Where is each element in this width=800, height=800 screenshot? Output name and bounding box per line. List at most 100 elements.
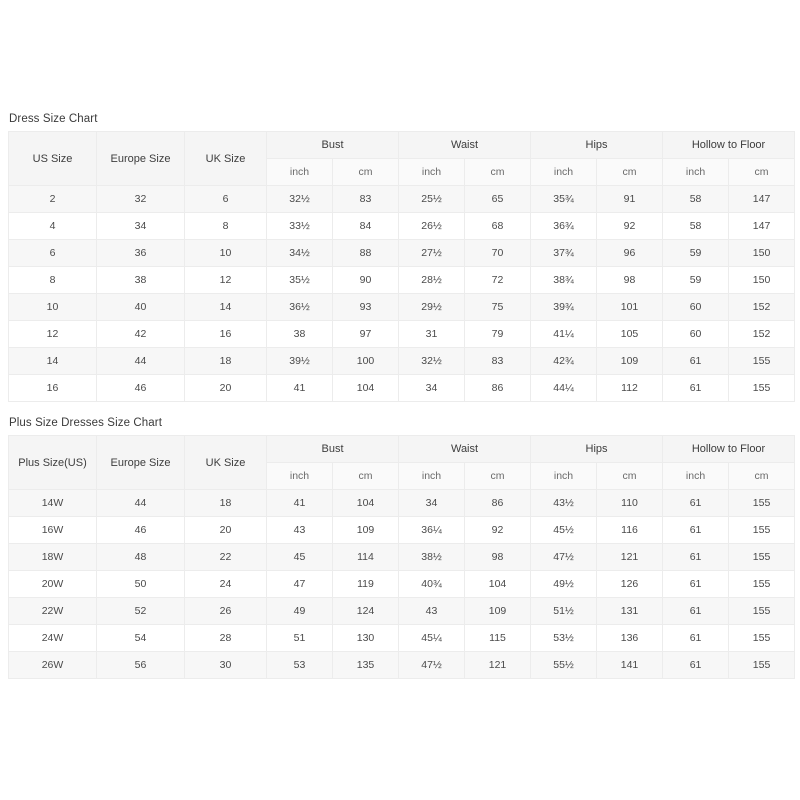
cell-waist-inch: 27½: [398, 239, 466, 267]
col-header-waist: Waist: [398, 435, 532, 463]
cell-hollow-inch: 61: [662, 543, 730, 571]
table-header-units-row: inch cm inch cm inch cm inch cm: [9, 462, 796, 490]
cell-hollow-inch: 61: [662, 624, 730, 652]
cell-size: 8: [8, 266, 97, 294]
cell-waist-inch: 34: [398, 489, 466, 517]
col-header-waist: Waist: [398, 131, 532, 159]
plus-size-chart-block: Plus Size Dresses Size Chart Plus Size(U…: [8, 416, 796, 679]
cell-hollow-cm: 155: [728, 543, 796, 571]
plus-size-chart-body: 14W 44 18 41 104 34 86 43½ 110 61 155 16W 46 20 43 109 3…: [8, 489, 796, 679]
col-header-uk-size: UK Size: [184, 435, 267, 490]
cell-europe-size: 44: [96, 489, 185, 517]
cell-hips-cm: 112: [596, 374, 664, 402]
cell-uk-size: 12: [184, 266, 267, 294]
col-header-plus-size-us: Plus Size(US): [8, 435, 97, 490]
cell-waist-inch: 29½: [398, 293, 466, 321]
col-header-uk-size: UK Size: [184, 131, 267, 186]
cell-hollow-inch: 61: [662, 516, 730, 544]
cell-europe-size: 34: [96, 212, 185, 240]
cell-bust-inch: 45: [266, 543, 333, 571]
cell-waist-cm: 86: [464, 489, 532, 517]
cell-hollow-inch: 58: [662, 185, 730, 213]
cell-uk-size: 6: [184, 185, 267, 213]
cell-hips-inch: 39¾: [530, 293, 598, 321]
table-row: 22W 52 26 49 124 43 109 51½ 131 61 155: [8, 597, 796, 625]
dress-size-chart-title: Dress Size Chart: [9, 113, 98, 125]
table-row: 20W 50 24 47 119 40¾ 104 49½ 126 61 155: [8, 570, 796, 598]
cell-hips-inch: 47½: [530, 543, 598, 571]
cell-bust-inch: 38: [266, 320, 333, 348]
cell-europe-size: 40: [96, 293, 185, 321]
table-row: 16W 46 20 43 109 36¼ 92 45½ 116 61 155: [8, 516, 796, 544]
table-row: 18W 48 22 45 114 38½ 98 47½ 121 61 155: [8, 543, 796, 571]
cell-hips-cm: 121: [596, 543, 664, 571]
cell-hips-inch: 49½: [530, 570, 598, 598]
cell-waist-inch: 43: [398, 597, 466, 625]
cell-waist-cm: 72: [464, 266, 532, 294]
cell-size: 4: [8, 212, 97, 240]
unit-hollow-cm: cm: [728, 158, 796, 186]
unit-hips-cm: cm: [596, 462, 664, 490]
cell-hips-inch: 36¾: [530, 212, 598, 240]
cell-waist-cm: 104: [464, 570, 532, 598]
cell-uk-size: 20: [184, 516, 267, 544]
cell-hollow-inch: 60: [662, 293, 730, 321]
cell-hips-cm: 136: [596, 624, 664, 652]
cell-bust-cm: 109: [331, 516, 400, 544]
col-header-hollow-to-floor: Hollow to Floor: [662, 131, 796, 159]
cell-europe-size: 38: [96, 266, 185, 294]
cell-hollow-cm: 155: [728, 651, 796, 679]
cell-hollow-cm: 147: [728, 212, 796, 240]
table-row: 8 38 12 35½ 90 28½ 72 38¾ 98 59 150: [8, 266, 796, 294]
cell-bust-cm: 130: [331, 624, 400, 652]
cell-bust-cm: 119: [331, 570, 400, 598]
cell-waist-cm: 65: [464, 185, 532, 213]
unit-bust-inch: inch: [266, 158, 333, 186]
cell-hollow-cm: 155: [728, 624, 796, 652]
cell-europe-size: 36: [96, 239, 185, 267]
cell-hollow-inch: 61: [662, 651, 730, 679]
cell-hollow-cm: 150: [728, 266, 796, 294]
dress-size-chart-table: US Size Europe Size UK Size Bust Waist H…: [8, 131, 796, 402]
cell-uk-size: 8: [184, 212, 267, 240]
cell-europe-size: 54: [96, 624, 185, 652]
unit-hips-cm: cm: [596, 158, 664, 186]
cell-bust-cm: 100: [331, 347, 400, 375]
cell-size: 14W: [8, 489, 97, 517]
cell-size: 10: [8, 293, 97, 321]
unit-waist-cm: cm: [464, 158, 532, 186]
cell-hips-cm: 92: [596, 212, 664, 240]
cell-hollow-inch: 61: [662, 374, 730, 402]
cell-europe-size: 48: [96, 543, 185, 571]
cell-uk-size: 20: [184, 374, 267, 402]
cell-bust-cm: 88: [331, 239, 400, 267]
table-row: 10 40 14 36½ 93 29½ 75 39¾ 101 60 152: [8, 293, 796, 321]
cell-hips-inch: 44¼: [530, 374, 598, 402]
cell-bust-cm: 104: [331, 489, 400, 517]
cell-uk-size: 18: [184, 489, 267, 517]
cell-bust-inch: 47: [266, 570, 333, 598]
table-row: 14 44 18 39½ 100 32½ 83 42¾ 109 61 155: [8, 347, 796, 375]
cell-size: 24W: [8, 624, 97, 652]
unit-waist-inch: inch: [398, 158, 466, 186]
cell-hollow-cm: 155: [728, 347, 796, 375]
cell-europe-size: 46: [96, 374, 185, 402]
table-row: 16 46 20 41 104 34 86 44¼ 112 61 155: [8, 374, 796, 402]
unit-hips-inch: inch: [530, 158, 598, 186]
cell-hollow-cm: 150: [728, 239, 796, 267]
unit-hollow-inch: inch: [662, 158, 730, 186]
cell-hips-inch: 35¾: [530, 185, 598, 213]
cell-bust-cm: 84: [331, 212, 400, 240]
cell-hips-inch: 55½: [530, 651, 598, 679]
col-header-bust: Bust: [265, 131, 400, 159]
cell-hips-cm: 91: [596, 185, 664, 213]
cell-hips-inch: 43½: [530, 489, 598, 517]
cell-waist-inch: 47½: [398, 651, 466, 679]
cell-europe-size: 56: [96, 651, 185, 679]
cell-bust-inch: 34½: [266, 239, 333, 267]
cell-hollow-inch: 61: [662, 347, 730, 375]
cell-hollow-inch: 58: [662, 212, 730, 240]
cell-hollow-cm: 155: [728, 489, 796, 517]
cell-bust-inch: 53: [266, 651, 333, 679]
cell-europe-size: 52: [96, 597, 185, 625]
